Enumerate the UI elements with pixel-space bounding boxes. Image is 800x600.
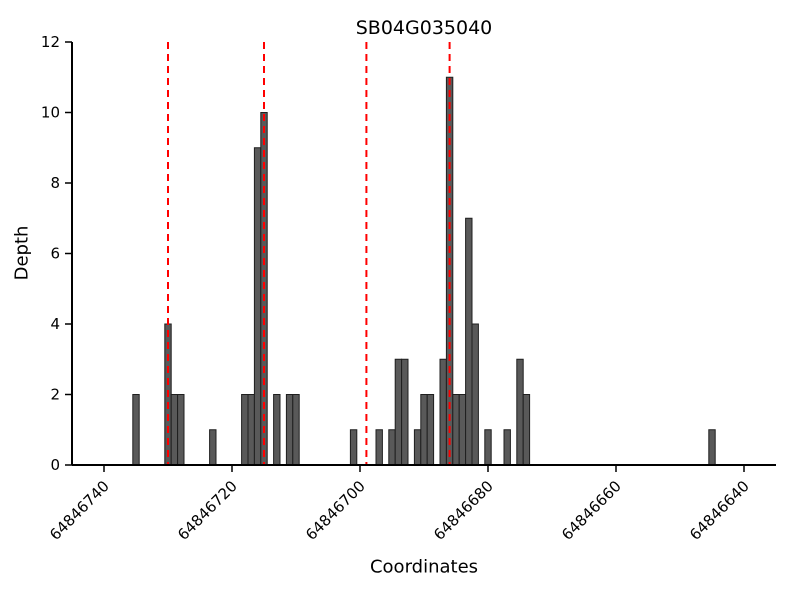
- y-tick-label: 8: [50, 174, 60, 192]
- bar: [413, 429, 422, 466]
- bar: [177, 394, 185, 466]
- x-tick-label: 64846740: [46, 477, 113, 544]
- bar: [349, 429, 358, 466]
- bar: [471, 323, 479, 466]
- y-tick-label: 6: [50, 245, 60, 263]
- y-tick-label: 10: [41, 104, 60, 122]
- y-tick-label: 0: [50, 456, 60, 474]
- y-tick-label: 12: [41, 33, 60, 51]
- bar: [247, 394, 255, 466]
- bar: [516, 358, 524, 466]
- x-tick-label: 64846680: [430, 477, 497, 544]
- bar: [292, 394, 300, 466]
- bar: [484, 429, 492, 466]
- bar: [439, 358, 447, 466]
- bar: [241, 394, 249, 466]
- bar: [458, 394, 467, 466]
- bar: [253, 147, 262, 466]
- bar: [420, 394, 428, 466]
- bar: [452, 394, 460, 466]
- bar: [170, 394, 179, 466]
- x-tick-label: 64846660: [558, 477, 625, 544]
- y-tick-label: 4: [50, 315, 60, 333]
- bar: [273, 394, 281, 466]
- x-tick-label: 64846700: [302, 477, 369, 544]
- x-tick-label: 64846640: [686, 477, 753, 544]
- bar: [708, 429, 716, 466]
- y-axis-label: Depth: [11, 225, 33, 281]
- bar: [522, 394, 531, 466]
- bar: [394, 358, 403, 466]
- bar: [401, 358, 409, 466]
- bar: [132, 394, 140, 466]
- bar: [465, 217, 473, 466]
- x-axis-label: Coordinates: [369, 556, 479, 578]
- y-tick-label: 2: [50, 386, 60, 404]
- bar: [209, 429, 217, 466]
- bar: [285, 394, 294, 466]
- chart-title: SB04G035040: [355, 17, 493, 39]
- bar: [426, 394, 435, 466]
- bar: [388, 429, 396, 466]
- x-tick-label: 64846720: [174, 477, 241, 544]
- bar: [375, 429, 383, 466]
- bar: [503, 429, 511, 466]
